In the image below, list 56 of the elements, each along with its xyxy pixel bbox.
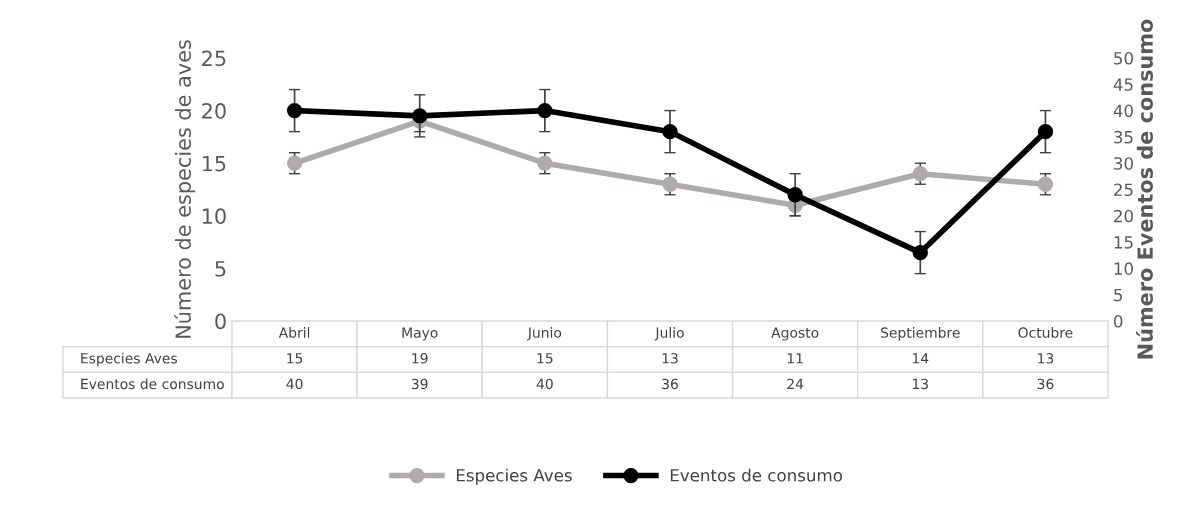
x-tick-label: Abril	[278, 327, 310, 338]
point	[912, 244, 928, 261]
data-label: 24	[787, 378, 804, 389]
data-label: 39	[411, 378, 428, 390]
text: Eventos de consumo	[81, 378, 224, 390]
y2-tick-label: 10	[1114, 262, 1133, 275]
point	[1037, 176, 1054, 192]
x-tick-label: Agosto	[771, 327, 819, 341]
data-label: 13	[662, 353, 678, 364]
point	[662, 124, 678, 140]
y2-tick-label: 50	[1114, 51, 1133, 65]
text: Especies Aves	[81, 352, 177, 367]
y-tick-label: 15	[202, 155, 226, 172]
y2-tick-label: 30	[1114, 157, 1133, 170]
point	[912, 166, 928, 182]
y-tick-label: 20	[202, 103, 226, 119]
y-axis-title: Número de especies de aves	[174, 40, 196, 338]
data-label: 13	[912, 378, 929, 390]
y2-tick-label: 40	[1113, 104, 1133, 118]
y2-tick-label: 0	[1113, 314, 1123, 328]
y2-axis-title: Número Eventos de consumo	[1136, 19, 1153, 359]
point	[662, 176, 678, 192]
data-label: 11	[787, 353, 803, 364]
point	[1037, 124, 1054, 140]
point	[412, 108, 428, 124]
data-label: 15	[537, 353, 553, 364]
y2-tick-label: 20	[1114, 209, 1133, 223]
y-tick-label: 5	[215, 261, 226, 277]
y2-tick-label: 5	[1114, 288, 1123, 302]
y2-tick-label: 45	[1113, 78, 1133, 91]
y2-tick-label: 35	[1114, 130, 1133, 144]
point	[787, 187, 803, 203]
data-label: 36	[1037, 378, 1054, 390]
data-label: 40	[536, 378, 553, 390]
point	[286, 155, 303, 171]
y2-tick-label: 25	[1114, 183, 1133, 197]
x-tick-label: Julio	[654, 327, 684, 341]
legend-label: Especies Aves	[456, 468, 572, 485]
point	[537, 155, 553, 171]
point	[537, 102, 553, 119]
data-label: 36	[662, 378, 678, 390]
legend-label: Eventos de consumo	[670, 468, 843, 482]
data-label: 40	[286, 378, 303, 390]
x-tick-label: Mayo	[402, 327, 438, 341]
y-tick-label: 25	[202, 50, 226, 67]
data-label: 19	[412, 353, 428, 364]
point	[286, 102, 303, 119]
data-label: 13	[1038, 353, 1054, 364]
y-tick-label: 0	[215, 313, 226, 330]
x-tick-label: Octubre	[1018, 327, 1073, 338]
y2-tick-label: 15	[1114, 236, 1133, 249]
y-tick-label: 10	[202, 208, 226, 225]
x-tick-label: Septiembre	[881, 327, 960, 341]
x-tick-label: Junio	[527, 327, 562, 341]
data-label: 14	[912, 353, 929, 364]
data-label: 15	[287, 353, 303, 364]
